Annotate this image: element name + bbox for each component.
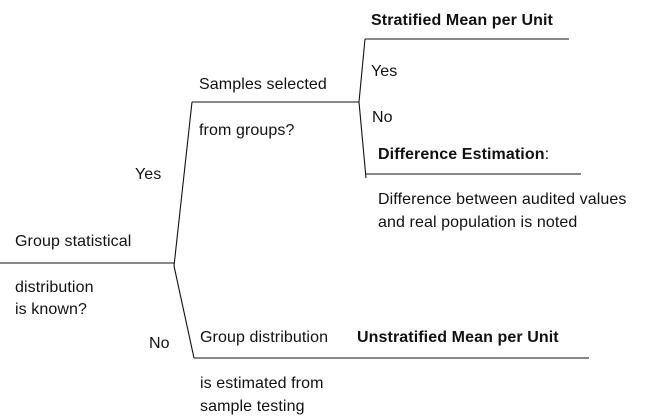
difference-note-line1: Difference between audited values — [378, 191, 627, 208]
difference-estimation-colon: : — [544, 146, 550, 163]
sub-no-label: No — [372, 109, 393, 126]
yes-branch-label: Yes — [135, 166, 162, 183]
sub-yes-label: Yes — [371, 63, 398, 80]
root-question-line2: distribution — [15, 279, 94, 296]
root-question-line3: is known? — [15, 301, 88, 318]
group-distribution-line3: sample testing — [200, 398, 305, 415]
sub-no-line — [358, 101, 367, 179]
no-branch-label: No — [149, 335, 170, 352]
samples-question-line2: from groups? — [199, 122, 295, 139]
root-question-line1: Group statistical — [15, 233, 132, 250]
difference-note-line2: and real population is noted — [378, 214, 578, 231]
group-distribution-line2: is estimated from — [200, 375, 324, 392]
samples-question-line1: Samples selected — [199, 76, 327, 93]
stratified-mean-result: Stratified Mean per Unit — [371, 12, 553, 29]
no-branch-line — [173, 265, 195, 359]
unstratified-mean-result: Unstratified Mean per Unit — [357, 329, 559, 346]
difference-estimation-title: Difference Estimation — [378, 146, 545, 163]
cropped-heading — [148, 0, 278, 2]
difference-estimation-result: Difference Estimation: — [378, 145, 549, 165]
yes-branch-line — [173, 101, 193, 267]
sub-yes-line — [358, 38, 366, 103]
group-distribution-line1: Group distribution — [200, 329, 329, 346]
